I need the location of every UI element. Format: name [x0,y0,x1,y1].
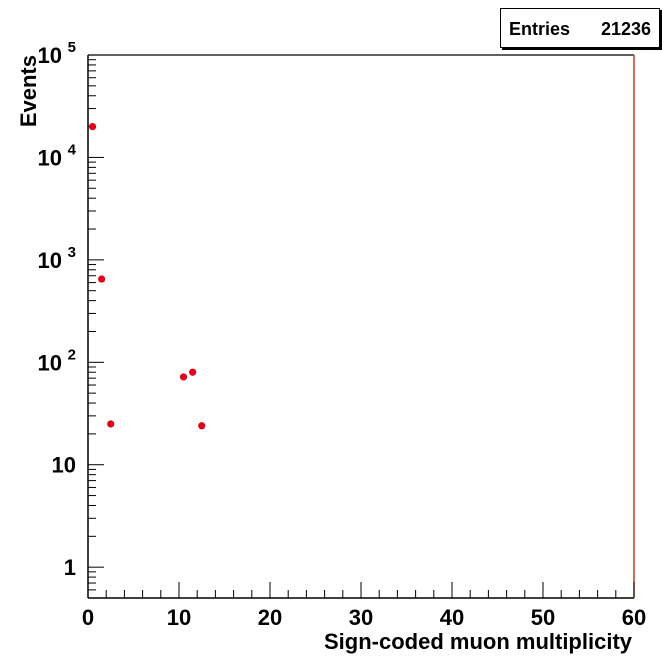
axis-ticks [87,54,635,599]
plot-frame [87,54,635,599]
x-tick-label: 60 [622,605,646,630]
y-tick-exponent: 5 [68,39,76,56]
entries-value: 21236 [600,19,651,39]
y-tick-exponent: 3 [68,244,76,261]
entries-label: Entries [509,19,571,39]
y-axis-title: Events [16,55,41,127]
x-tick-label: 30 [349,605,373,630]
data-point [179,373,188,381]
x-tick-label: 20 [258,605,282,630]
y-tick-label: 10 [38,248,62,273]
y-tick-label: 10 [52,453,76,478]
data-point [107,420,115,428]
x-tick-label: 50 [531,605,555,630]
data-point [98,275,106,283]
data-point [189,368,197,376]
y-tick-label: 1 [64,555,76,580]
y-tick-exponent: 4 [68,141,77,158]
data-point [198,422,206,430]
tick-labels: 0 10 20 30 40 50 60 1 10 10 2 10 3 10 4 10 5 [38,39,647,630]
x-tick-label: 0 [82,605,94,630]
x-tick-label: 10 [167,605,191,630]
data-points [88,122,206,430]
y-tick-label: 10 [38,43,62,68]
y-tick-label: 10 [38,145,62,170]
y-tick-exponent: 2 [68,346,76,363]
x-axis-title: Sign-coded muon multiplicity [324,629,633,654]
y-tick-label: 10 [38,350,62,375]
data-point [88,122,97,131]
x-tick-label: 40 [440,605,464,630]
stats-box: Entries 21236 [500,8,660,48]
